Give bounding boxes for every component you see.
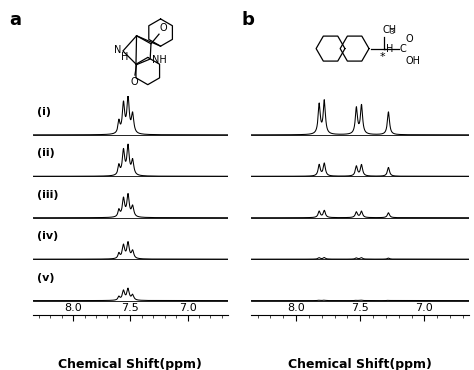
Text: NH: NH	[152, 55, 167, 65]
Text: N: N	[114, 45, 121, 55]
Text: CH: CH	[383, 25, 397, 35]
Text: 3: 3	[390, 30, 394, 36]
Text: (iii): (iii)	[37, 190, 59, 200]
Text: b: b	[242, 11, 255, 29]
Text: a: a	[9, 11, 21, 29]
Text: O: O	[160, 23, 167, 33]
Text: *: *	[380, 53, 385, 63]
Text: H: H	[386, 44, 393, 54]
Text: (v): (v)	[37, 273, 55, 283]
Text: O: O	[405, 34, 413, 44]
Text: (i): (i)	[37, 107, 51, 117]
X-axis label: Chemical Shift(ppm): Chemical Shift(ppm)	[58, 358, 202, 370]
Text: O: O	[131, 77, 138, 87]
Text: C: C	[399, 44, 406, 54]
Text: (iv): (iv)	[37, 231, 58, 241]
Text: H: H	[121, 51, 129, 62]
Text: (ii): (ii)	[37, 148, 55, 158]
X-axis label: Chemical Shift(ppm): Chemical Shift(ppm)	[288, 358, 432, 370]
Text: OH: OH	[405, 56, 420, 66]
